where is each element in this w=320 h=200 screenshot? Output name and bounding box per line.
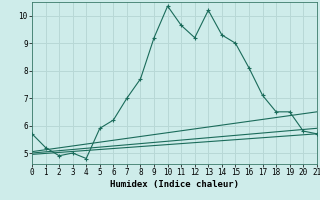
X-axis label: Humidex (Indice chaleur): Humidex (Indice chaleur) [110,180,239,189]
